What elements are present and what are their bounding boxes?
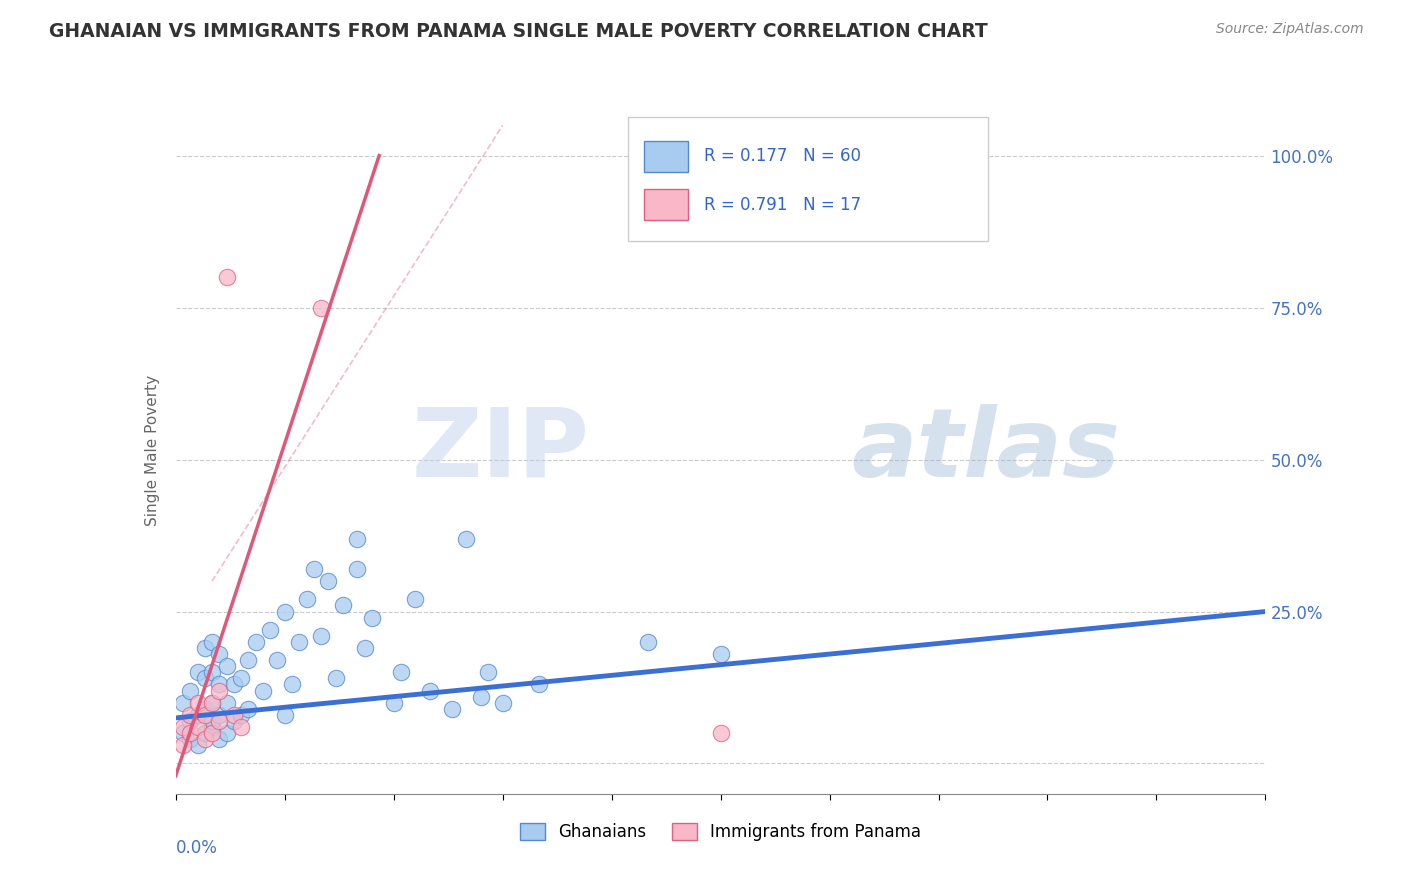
Legend: Ghanaians, Immigrants from Panama: Ghanaians, Immigrants from Panama bbox=[513, 816, 928, 847]
Point bbox=[208, 683, 231, 698]
Point bbox=[419, 683, 441, 698]
Y-axis label: Single Male Poverty: Single Male Poverty bbox=[145, 375, 160, 526]
Point bbox=[208, 714, 231, 728]
Point bbox=[245, 635, 267, 649]
Point bbox=[231, 720, 253, 734]
Point bbox=[470, 690, 492, 704]
Point bbox=[179, 707, 201, 722]
Point bbox=[201, 665, 224, 680]
Point bbox=[172, 738, 194, 752]
Point bbox=[332, 599, 354, 613]
Point bbox=[194, 702, 217, 716]
Point bbox=[179, 732, 201, 747]
Point bbox=[201, 720, 224, 734]
Point bbox=[194, 640, 217, 655]
Point bbox=[194, 726, 217, 740]
FancyBboxPatch shape bbox=[628, 118, 987, 241]
Text: Source: ZipAtlas.com: Source: ZipAtlas.com bbox=[1216, 22, 1364, 37]
Point bbox=[382, 696, 405, 710]
Point bbox=[222, 677, 245, 691]
Point bbox=[266, 653, 288, 667]
Point bbox=[346, 562, 368, 576]
Text: atlas: atlas bbox=[852, 404, 1121, 497]
Point bbox=[231, 707, 253, 722]
Point bbox=[172, 726, 194, 740]
Point bbox=[456, 532, 478, 546]
Point bbox=[318, 574, 340, 589]
FancyBboxPatch shape bbox=[644, 141, 688, 172]
Point bbox=[201, 635, 224, 649]
Point bbox=[208, 732, 231, 747]
Point bbox=[194, 732, 217, 747]
Point bbox=[440, 702, 463, 716]
Point bbox=[179, 683, 201, 698]
Point bbox=[238, 702, 260, 716]
Point bbox=[405, 592, 427, 607]
Point bbox=[222, 714, 245, 728]
Point bbox=[274, 605, 297, 619]
Point bbox=[492, 696, 515, 710]
Point bbox=[186, 707, 209, 722]
Point bbox=[179, 726, 201, 740]
Point bbox=[325, 672, 347, 686]
Text: GHANAIAN VS IMMIGRANTS FROM PANAMA SINGLE MALE POVERTY CORRELATION CHART: GHANAIAN VS IMMIGRANTS FROM PANAMA SINGL… bbox=[49, 22, 988, 41]
Point bbox=[186, 738, 209, 752]
Point bbox=[201, 726, 224, 740]
Text: ZIP: ZIP bbox=[412, 404, 591, 497]
Text: R = 0.791   N = 17: R = 0.791 N = 17 bbox=[704, 196, 862, 214]
Point bbox=[281, 677, 304, 691]
Point bbox=[208, 677, 231, 691]
Point bbox=[477, 665, 499, 680]
Point bbox=[186, 696, 209, 710]
Point bbox=[201, 696, 224, 710]
Point bbox=[353, 640, 375, 655]
Point bbox=[179, 714, 201, 728]
Point bbox=[215, 659, 238, 673]
FancyBboxPatch shape bbox=[644, 189, 688, 220]
Point bbox=[194, 672, 217, 686]
Point bbox=[238, 653, 260, 667]
Point bbox=[186, 665, 209, 680]
Point bbox=[215, 726, 238, 740]
Point bbox=[389, 665, 412, 680]
Point bbox=[302, 562, 325, 576]
Point bbox=[194, 707, 217, 722]
Point bbox=[295, 592, 318, 607]
Point bbox=[637, 635, 659, 649]
Point bbox=[309, 629, 332, 643]
Point bbox=[259, 623, 281, 637]
Text: 0.0%: 0.0% bbox=[176, 838, 218, 856]
Point bbox=[208, 707, 231, 722]
Text: R = 0.177   N = 60: R = 0.177 N = 60 bbox=[704, 147, 862, 166]
Point bbox=[309, 301, 332, 315]
Point bbox=[222, 707, 245, 722]
Point bbox=[360, 610, 382, 624]
Point bbox=[346, 532, 368, 546]
Point bbox=[288, 635, 311, 649]
Point bbox=[215, 270, 238, 285]
Point bbox=[201, 696, 224, 710]
Point bbox=[710, 726, 733, 740]
Point bbox=[172, 696, 194, 710]
Point bbox=[172, 720, 194, 734]
Point bbox=[231, 672, 253, 686]
Point bbox=[274, 707, 297, 722]
Point bbox=[201, 714, 224, 728]
Point bbox=[710, 647, 733, 661]
Point bbox=[186, 720, 209, 734]
Point bbox=[252, 683, 274, 698]
Point bbox=[208, 647, 231, 661]
Point bbox=[527, 677, 550, 691]
Point bbox=[215, 696, 238, 710]
